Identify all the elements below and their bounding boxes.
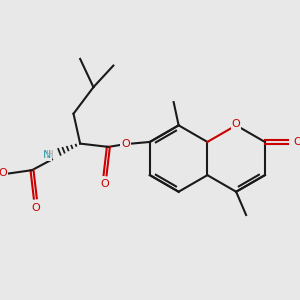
Text: O: O (31, 203, 40, 213)
Text: O: O (101, 179, 110, 189)
Text: O: O (0, 169, 7, 178)
Text: H: H (46, 150, 54, 160)
Text: N: N (43, 150, 51, 160)
Text: O: O (232, 119, 241, 129)
Text: O: O (293, 137, 300, 147)
Text: O: O (121, 139, 130, 148)
